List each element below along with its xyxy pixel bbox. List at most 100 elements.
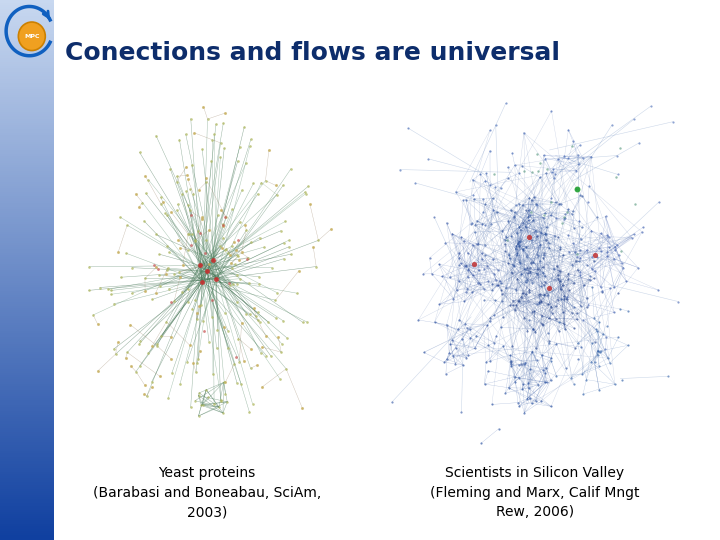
Point <box>540 363 552 372</box>
Point <box>558 319 570 328</box>
Point <box>530 344 541 353</box>
Point <box>164 165 176 173</box>
Point <box>463 265 474 274</box>
Point <box>109 350 121 359</box>
Point <box>581 261 593 269</box>
Point <box>462 285 473 293</box>
Point <box>87 310 99 319</box>
Point <box>551 372 562 380</box>
Point <box>505 232 517 241</box>
Point <box>240 254 252 263</box>
Point <box>460 195 472 204</box>
Point <box>512 399 523 407</box>
Point <box>636 228 648 237</box>
Point <box>190 368 202 377</box>
Point <box>284 242 295 251</box>
Point <box>231 379 243 387</box>
Point <box>275 226 287 235</box>
Point <box>539 272 551 280</box>
Point <box>578 280 590 289</box>
Point <box>150 230 162 239</box>
Point <box>243 279 254 287</box>
Point <box>581 294 593 302</box>
Point <box>521 264 533 272</box>
Point <box>152 265 163 274</box>
Point <box>497 227 508 235</box>
Point <box>513 239 524 248</box>
Point <box>469 220 481 229</box>
Point <box>253 280 264 288</box>
Point <box>470 332 482 340</box>
Point <box>171 206 182 214</box>
Text: Yeast proteins
(Barabasi and Boneabau, SciAm,
2003): Yeast proteins (Barabasi and Boneabau, S… <box>93 466 321 519</box>
Point <box>653 286 665 294</box>
Point <box>600 212 611 221</box>
Point <box>532 251 544 259</box>
Point <box>218 144 230 153</box>
Point <box>230 353 241 361</box>
Point <box>517 289 528 298</box>
Point <box>450 360 462 368</box>
Point <box>195 300 207 309</box>
Point <box>220 246 231 254</box>
Point <box>122 221 133 230</box>
Point <box>200 385 212 394</box>
Point <box>222 397 233 406</box>
Point <box>518 380 529 389</box>
Point <box>454 261 465 269</box>
Point <box>455 259 467 268</box>
Point <box>554 200 565 208</box>
Point <box>467 271 478 280</box>
Point <box>555 285 567 294</box>
Point <box>517 201 528 210</box>
Point <box>491 332 503 340</box>
Point <box>182 285 194 294</box>
Point <box>180 130 192 138</box>
Point <box>292 289 303 298</box>
Point <box>163 248 175 256</box>
Point <box>193 392 204 400</box>
Point <box>491 281 503 289</box>
Point <box>589 267 600 275</box>
Point <box>552 274 564 283</box>
Point <box>523 287 535 296</box>
Point <box>585 357 597 366</box>
Point <box>444 273 455 281</box>
Point <box>271 288 283 297</box>
Point <box>495 184 506 192</box>
Point <box>202 114 213 123</box>
Point <box>528 216 539 225</box>
Point <box>486 400 498 409</box>
Point <box>520 206 531 215</box>
Point <box>534 173 546 182</box>
Point <box>593 347 604 356</box>
Point <box>568 224 580 232</box>
Point <box>482 277 494 286</box>
Point <box>581 246 593 254</box>
Point <box>555 199 567 208</box>
Point <box>523 193 535 202</box>
Point <box>538 211 549 219</box>
Point <box>573 257 585 266</box>
Point <box>570 185 582 194</box>
Point <box>271 191 283 199</box>
Point <box>567 239 579 247</box>
Point <box>507 301 518 309</box>
Point <box>613 251 625 259</box>
Point <box>460 288 472 296</box>
Point <box>270 296 282 305</box>
Point <box>150 131 162 140</box>
Point <box>233 334 244 343</box>
Point <box>518 408 530 417</box>
Point <box>539 154 551 163</box>
Point <box>591 253 603 262</box>
Point <box>182 230 194 238</box>
Point <box>516 292 527 301</box>
Point <box>487 254 499 263</box>
Point <box>535 228 546 237</box>
Point <box>211 344 222 353</box>
Point <box>478 284 490 293</box>
Point <box>507 296 518 305</box>
Point <box>207 136 218 145</box>
Point <box>585 226 597 235</box>
